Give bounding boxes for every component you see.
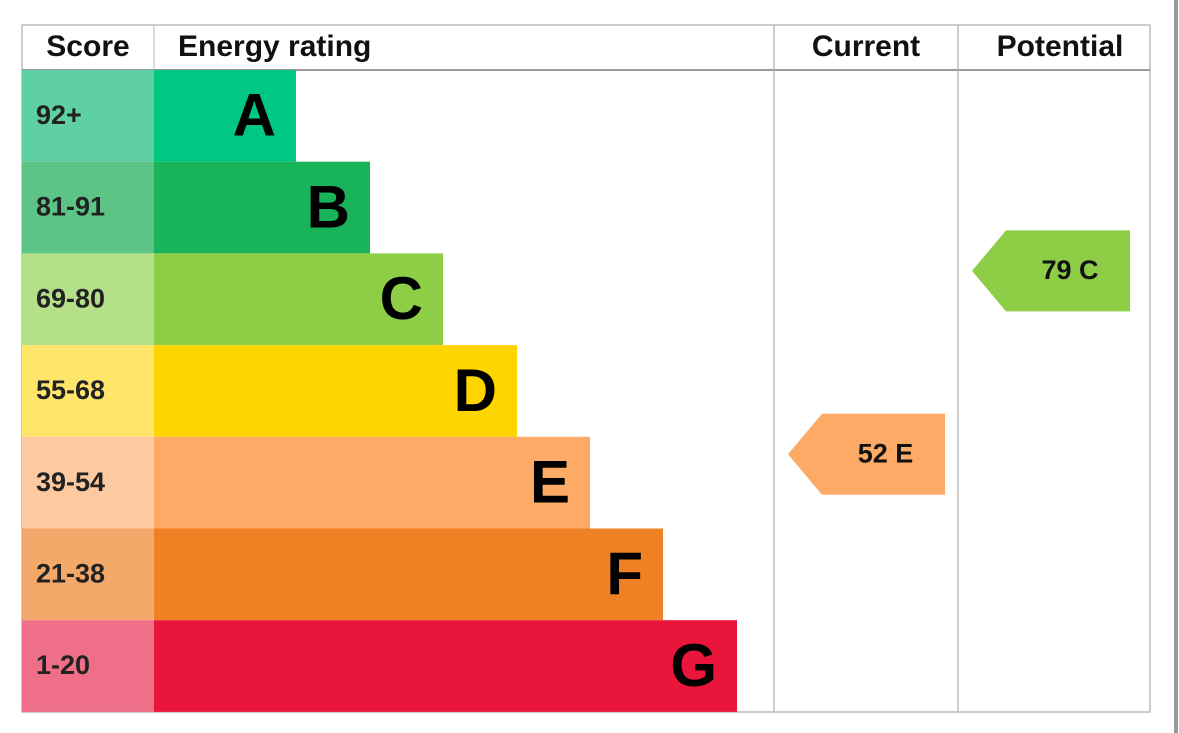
- header-score: Score: [46, 30, 129, 63]
- score-cell: [22, 620, 154, 712]
- rating-letter: E: [530, 448, 570, 515]
- rating-bar: [154, 70, 296, 162]
- current-label: 52 E: [858, 438, 914, 468]
- rating-letter: D: [454, 357, 497, 424]
- rating-bar: [154, 528, 663, 621]
- score-label: 92+: [36, 100, 82, 130]
- score-label: 81-91: [36, 192, 105, 222]
- score-cell: [22, 436, 154, 529]
- rating-letter: G: [670, 632, 717, 699]
- rating-bar: [154, 436, 590, 529]
- score-cell: [22, 253, 154, 346]
- score-label: 39-54: [36, 467, 105, 497]
- rating-bar: [154, 253, 443, 346]
- rating-bar: [154, 161, 370, 254]
- rating-letter: F: [606, 540, 643, 607]
- header-energy-rating: Energy rating: [178, 30, 371, 63]
- rating-letter: A: [233, 82, 276, 149]
- score-label: 69-80: [36, 283, 105, 313]
- score-label: 55-68: [36, 375, 105, 405]
- score-cell: [22, 345, 154, 437]
- rating-letter: C: [380, 265, 423, 332]
- current-arrow: [788, 413, 945, 495]
- header-current: Current: [812, 30, 920, 63]
- potential-label: 79 C: [1041, 255, 1098, 285]
- score-label: 21-38: [36, 558, 105, 588]
- potential-arrow: [972, 230, 1130, 312]
- rating-bar: [154, 345, 517, 437]
- score-cell: [22, 528, 154, 621]
- score-cell: [22, 161, 154, 254]
- header-potential: Potential: [997, 30, 1124, 63]
- rating-bar: [154, 620, 737, 712]
- score-label: 1-20: [36, 650, 90, 680]
- rating-letter: B: [307, 173, 350, 240]
- score-cell: [22, 70, 154, 162]
